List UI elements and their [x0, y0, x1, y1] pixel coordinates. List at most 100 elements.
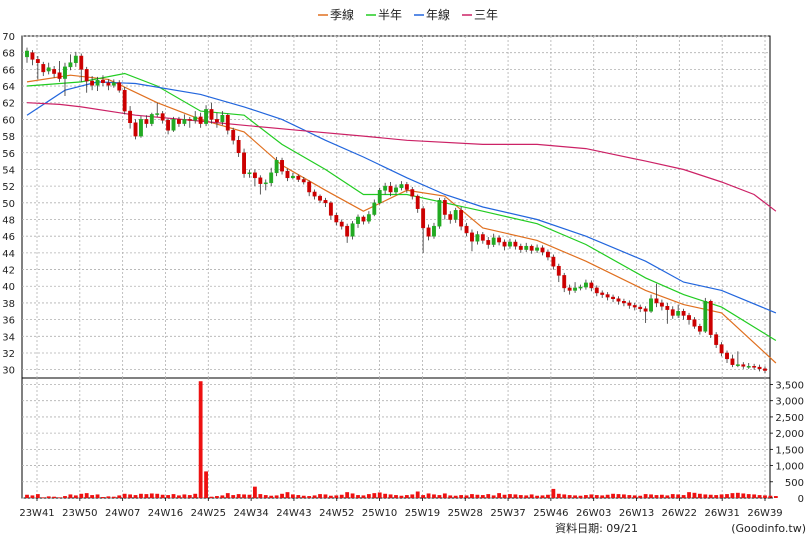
- candle-body: [171, 119, 176, 131]
- volume-bar: [139, 493, 143, 498]
- volume-bars: [25, 381, 778, 498]
- volume-bar: [757, 495, 762, 498]
- candle-body: [296, 175, 301, 180]
- volume-bar: [714, 495, 719, 498]
- candle-body: [106, 82, 111, 86]
- volume-bar: [703, 494, 708, 498]
- x-tick-label: 25W46: [533, 508, 568, 519]
- candle-body: [529, 245, 534, 251]
- candle-body: [394, 187, 398, 193]
- candle-body: [746, 366, 751, 368]
- candle-body: [52, 69, 57, 74]
- volume-bar: [649, 494, 653, 498]
- candle-body: [117, 82, 122, 91]
- volume-bar: [209, 496, 214, 498]
- volume-bar: [768, 495, 773, 498]
- candle-body: [111, 82, 116, 86]
- candle-body: [388, 185, 393, 193]
- ma-line: [26, 102, 777, 212]
- volume-bar: [616, 494, 621, 498]
- candle-body: [231, 130, 236, 141]
- candle-body: [475, 234, 480, 242]
- price-tick-label: 68: [2, 49, 15, 60]
- volume-bar: [193, 493, 198, 498]
- price-tick-label: 42: [2, 266, 15, 277]
- x-tick-label: 25W28: [448, 508, 483, 519]
- price-tick-label: 36: [2, 316, 15, 327]
- price-tick-label: 48: [2, 216, 15, 227]
- candle-body: [274, 160, 279, 174]
- x-tick-label: 24W52: [319, 508, 354, 519]
- volume-bar: [296, 495, 301, 498]
- candle-body: [725, 352, 729, 360]
- legend-label: 季線: [330, 7, 354, 22]
- volume-bar: [524, 495, 529, 498]
- x-tick-label: 26W03: [576, 508, 611, 519]
- volume-bar: [687, 492, 691, 498]
- candle-body: [372, 202, 377, 215]
- x-tick-label: 25W19: [405, 508, 440, 519]
- candle-body: [220, 114, 225, 123]
- candle-body: [665, 306, 670, 310]
- candle-body: [252, 172, 257, 179]
- candle-body: [638, 306, 643, 310]
- candle-body: [366, 214, 371, 222]
- candle-body: [25, 50, 29, 58]
- volume-bar: [372, 493, 377, 498]
- candle-body: [339, 221, 344, 227]
- price-tick-label: 50: [2, 199, 15, 210]
- x-tick-label: 26W22: [662, 508, 697, 519]
- candle-body: [193, 116, 198, 121]
- volume-bar: [323, 494, 328, 498]
- volume-bar: [578, 495, 583, 498]
- x-tick-label: 25W10: [362, 508, 397, 519]
- candle-body: [459, 210, 464, 227]
- candle-body: [605, 294, 610, 298]
- legend: 季線 半年 年線 三年: [318, 7, 498, 22]
- volume-bar: [198, 381, 203, 498]
- candle-body: [345, 225, 350, 237]
- candle-body: [204, 109, 209, 124]
- candle-body: [670, 309, 675, 316]
- candle-body: [269, 172, 274, 184]
- volume-bar: [643, 494, 648, 498]
- candle-body: [535, 247, 540, 251]
- volume-bar: [215, 496, 219, 498]
- candle-body: [763, 368, 767, 371]
- volume-bar: [328, 495, 333, 498]
- volume-bar: [480, 495, 485, 498]
- candle-body: [448, 214, 453, 220]
- volume-bar: [356, 495, 360, 498]
- volume-bar: [567, 495, 572, 498]
- candle-body: [307, 181, 312, 193]
- volume-bar: [622, 494, 626, 498]
- volume-bar: [556, 493, 561, 498]
- volume-tick-label: 3,000: [775, 397, 804, 408]
- volume-bar: [225, 493, 230, 498]
- candle-body: [84, 69, 89, 82]
- candle-body: [643, 308, 648, 312]
- volume-bar: [627, 495, 632, 498]
- volume-bar: [584, 495, 588, 498]
- candle-body: [432, 225, 436, 237]
- x-tick-label: 24W25: [191, 508, 226, 519]
- candle-body: [383, 185, 388, 191]
- candle-body: [415, 195, 420, 209]
- candle-body: [556, 265, 561, 276]
- volume-bar: [426, 493, 431, 498]
- volume-bar: [746, 494, 751, 498]
- candle-body: [752, 366, 757, 368]
- price-tick-label: 30: [2, 366, 15, 377]
- candle-body: [562, 275, 567, 289]
- volume-bar: [562, 494, 567, 498]
- volume-bar: [155, 493, 160, 498]
- candle-body: [128, 110, 133, 124]
- volume-bar: [692, 492, 697, 498]
- volume-bar: [535, 495, 539, 498]
- volume-bar: [670, 494, 675, 498]
- volume-bar: [361, 495, 366, 498]
- x-axis: 23W41 23W50 24W07 24W16 24W25 24W34 24W43 24W52…: [19, 498, 783, 519]
- candle-body: [589, 282, 594, 289]
- volume-bar: [73, 495, 78, 498]
